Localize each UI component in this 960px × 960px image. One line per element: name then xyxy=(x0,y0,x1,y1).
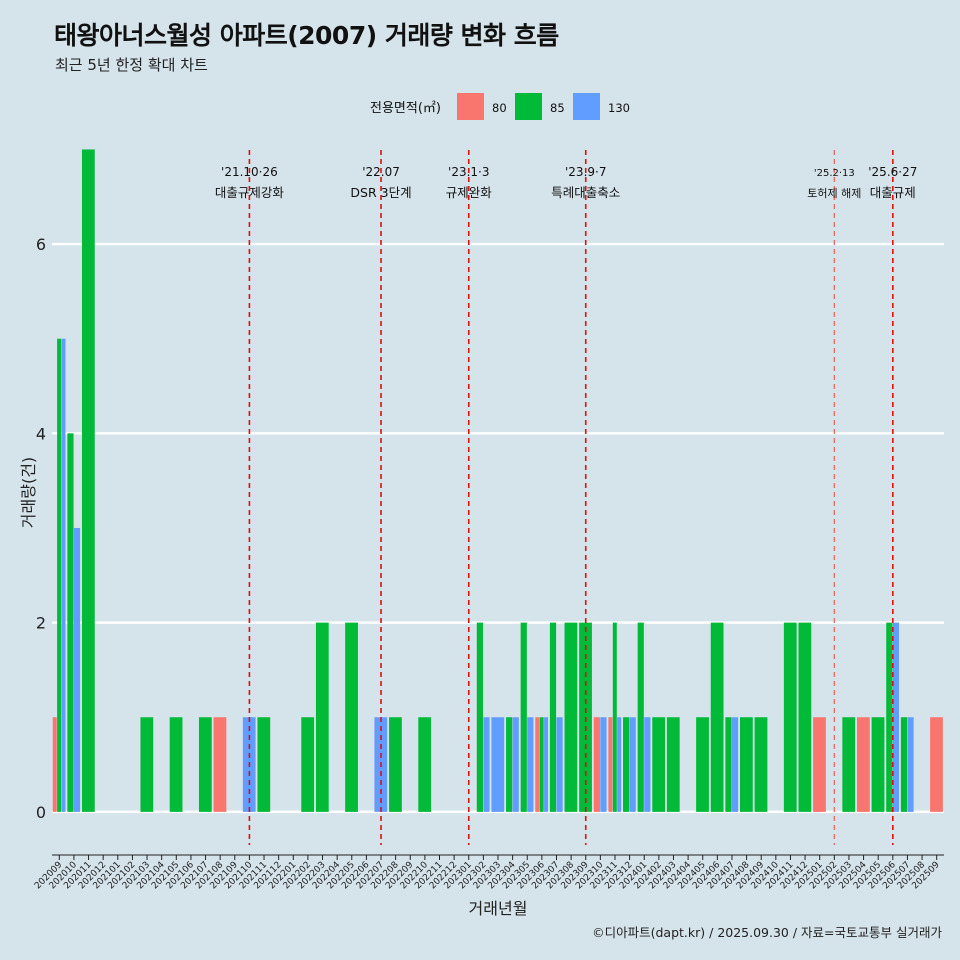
bar-85-202205 xyxy=(345,622,358,812)
bar-85-202010 xyxy=(67,433,74,812)
bar-85-202210 xyxy=(418,717,432,812)
y-tick-label: 6 xyxy=(36,235,46,254)
bar-85-202405 xyxy=(696,717,709,812)
legend-swatch-80 xyxy=(457,93,484,120)
bar-85-202411 xyxy=(783,622,797,812)
event-date-1: '21.10·26 xyxy=(221,165,278,179)
bar-80-202509 xyxy=(930,717,943,812)
bar-130-202009 xyxy=(61,338,66,812)
y-tick-label: 0 xyxy=(36,803,46,822)
bar-130-202302 xyxy=(483,717,490,812)
bar-85-202506 xyxy=(886,622,893,812)
bar-85-202302 xyxy=(476,622,483,812)
bar-130-202010 xyxy=(73,527,81,812)
bar-85-202312 xyxy=(623,717,630,812)
legend-label-85: 85 xyxy=(550,101,565,115)
bar-85-202105 xyxy=(169,717,183,812)
bar-85-202304 xyxy=(506,717,513,812)
bar-80-202306 xyxy=(535,717,540,812)
bar-130-202407 xyxy=(731,717,739,812)
y-axis-title: 거래량(건) xyxy=(19,457,38,528)
event-label-1: 대출규제강화 xyxy=(215,185,285,200)
event-label-5: 토허제 해제 xyxy=(807,186,861,200)
bar-85-202412 xyxy=(798,622,812,812)
bar-85-202403 xyxy=(666,717,680,812)
bar-130-202306 xyxy=(544,717,549,812)
y-tick-label: 4 xyxy=(36,424,46,443)
bar-85-202208 xyxy=(389,717,402,812)
bar-80-202311 xyxy=(608,717,613,812)
bar-85-202402 xyxy=(652,717,666,812)
bar-85-202407 xyxy=(725,717,732,812)
bar-130-202506 xyxy=(892,622,899,812)
event-label-3: 규제완화 xyxy=(446,185,493,200)
bar-80-202009 xyxy=(52,717,57,812)
bar-85-202406 xyxy=(710,622,724,812)
bar-85-202203 xyxy=(315,622,329,812)
bar-85-202505 xyxy=(871,717,885,812)
bar-85-202409 xyxy=(754,717,768,812)
bar-130-202401 xyxy=(644,717,651,812)
bar-130-202303 xyxy=(491,717,505,812)
event-date-6: '25.6·27 xyxy=(868,165,917,179)
event-label-6: 대출규제 xyxy=(870,185,916,200)
bar-85-202401 xyxy=(637,622,644,812)
bar-80-202108 xyxy=(213,717,227,812)
bar-85-202009 xyxy=(57,338,62,812)
bar-130-202312 xyxy=(629,717,636,812)
bar-85-202111 xyxy=(257,717,271,812)
bar-85-202306 xyxy=(539,717,544,812)
chart-caption: ©디아파트(dapt.kr) / 2025.09.30 / 자료=국토교통부 실… xyxy=(592,925,942,940)
bar-85-202308 xyxy=(564,622,578,812)
bar-85-202503 xyxy=(842,717,856,812)
chart-title: 태왕아너스월성 아파트(2007) 거래량 변화 흐름 xyxy=(54,21,559,50)
y-tick-label: 2 xyxy=(36,614,46,633)
event-label-4: 특례대출축소 xyxy=(551,185,620,200)
legend-title: 전용면적(㎡) xyxy=(370,101,441,116)
event-date-2: '22.07 xyxy=(362,165,400,179)
x-axis-title: 거래년월 xyxy=(469,899,528,918)
bar-85-202107 xyxy=(198,717,212,812)
bar-85-202305 xyxy=(520,622,527,812)
bar-85-202307 xyxy=(549,622,557,812)
bar-85-202311 xyxy=(612,622,617,812)
bar-130-202304 xyxy=(512,717,519,812)
legend-label-130: 130 xyxy=(608,101,630,115)
bar-85-202011 xyxy=(81,149,95,812)
bar-80-202310 xyxy=(593,717,600,812)
bar-85-202202 xyxy=(301,717,315,812)
legend-swatch-85 xyxy=(515,93,542,120)
event-label-2: DSR 3단계 xyxy=(350,185,411,200)
bar-130-202305 xyxy=(527,717,534,812)
bar-80-202504 xyxy=(856,717,870,812)
bar-130-202307 xyxy=(556,717,563,812)
chart-subtitle: 최근 5년 한정 확대 차트 xyxy=(55,56,208,74)
bar-130-202311 xyxy=(617,717,622,812)
bar-85-202507 xyxy=(900,717,908,812)
bar-85-202103 xyxy=(140,717,154,812)
event-date-3: '23.1·3 xyxy=(448,165,489,179)
bar-130-202507 xyxy=(907,717,914,812)
event-date-5: '25.2·13 xyxy=(814,168,855,179)
bar-130-202310 xyxy=(600,717,607,812)
legend-label-80: 80 xyxy=(492,101,507,115)
bar-80-202501 xyxy=(813,717,826,812)
bar-85-202408 xyxy=(740,717,753,812)
event-date-4: '23.9·7 xyxy=(565,165,606,179)
legend-swatch-130 xyxy=(573,93,600,120)
